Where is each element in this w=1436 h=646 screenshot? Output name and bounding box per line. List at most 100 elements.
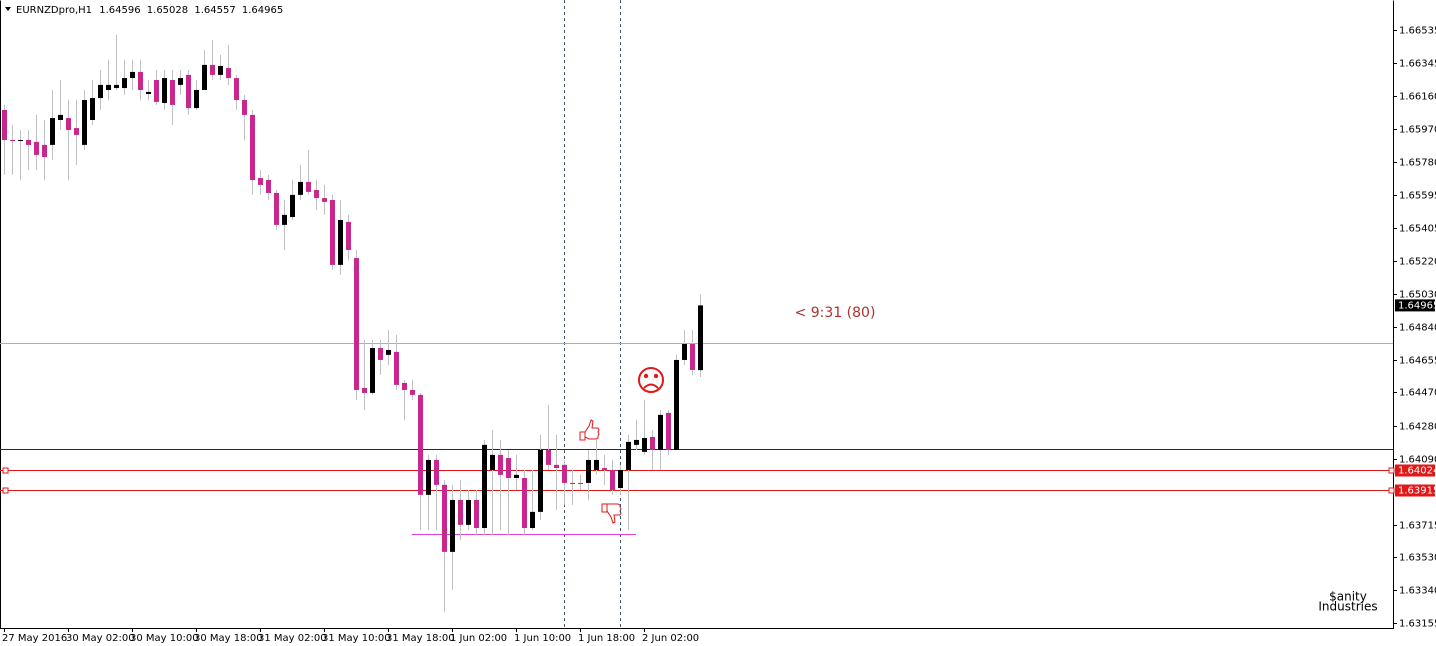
candle-body (466, 499, 471, 525)
y-tick-label: 1.64655 (1399, 356, 1436, 367)
candle-body (42, 144, 47, 157)
x-tick-label: 30 May 10:00 (130, 633, 199, 644)
y-tick-label: 1.64280 (1399, 422, 1436, 433)
candle-body (106, 84, 111, 90)
chart-header: EURNZDpro,H1 1.64596 1.65028 1.64557 1.6… (16, 5, 283, 16)
candle-body (634, 439, 639, 445)
candle-body (90, 98, 95, 120)
candle-body (74, 128, 79, 135)
y-tick-label: 1.64840 (1399, 323, 1436, 334)
candle-body (66, 118, 71, 130)
candle-body (362, 388, 367, 393)
candle-body (498, 454, 503, 475)
candle-body (178, 78, 183, 85)
timer-label: < 9:31 (80) (795, 305, 876, 321)
candle-body (546, 449, 551, 465)
candle-body (482, 444, 487, 529)
candle-body (370, 348, 375, 393)
watermark-line2: Industries (1318, 600, 1377, 614)
candle-body (322, 198, 327, 202)
y-tick-label: 1.64470 (1399, 388, 1436, 399)
x-tick-label: 1 Jun 18:00 (578, 633, 635, 644)
frown-icon (638, 367, 664, 393)
y-tick-label: 1.66345 (1399, 59, 1436, 70)
level-tag-label: 1.63915 (1398, 486, 1436, 497)
candle-body (170, 79, 175, 105)
x-tick-label: 31 May 02:00 (258, 633, 327, 644)
watermark-line1: $anity (1329, 590, 1367, 604)
level-anchor (1388, 467, 1395, 474)
y-tick-label: 1.65970 (1399, 125, 1436, 136)
candle-body (138, 71, 143, 90)
candle-body (306, 181, 311, 192)
candle-body (346, 221, 351, 250)
candle-body (298, 181, 303, 195)
candle-body (626, 441, 631, 470)
candle-body (2, 109, 7, 140)
y-tick-label: 1.65220 (1399, 257, 1436, 268)
candle-body (410, 389, 415, 395)
candle-body (130, 71, 135, 79)
level-anchor (1388, 487, 1395, 494)
candle-body (562, 464, 567, 483)
candle-body (242, 99, 247, 115)
header-arrow (5, 7, 11, 11)
candle-body (394, 351, 399, 385)
candle-body (26, 139, 31, 145)
candle-body (666, 412, 671, 450)
candle-body (274, 192, 279, 225)
level-tag (1395, 464, 1435, 477)
y-tick-label: 1.66160 (1399, 92, 1436, 103)
candle-body (18, 139, 23, 142)
candle-body (282, 214, 287, 225)
y-tick-label: 1.66535 (1399, 26, 1436, 37)
candle-body (98, 84, 103, 99)
header-open: 1.64596 (99, 5, 140, 16)
candle-body (426, 459, 431, 495)
candle-body (490, 454, 495, 470)
candle-body (266, 179, 271, 193)
header-close: 1.64965 (242, 5, 283, 16)
candle-body (202, 64, 207, 90)
candle-body (610, 469, 615, 490)
candle-body (474, 499, 479, 529)
y-tick-label: 1.63155 (1399, 619, 1436, 630)
candle-body (10, 139, 15, 142)
level-tag (1395, 484, 1435, 497)
candle-body (354, 258, 359, 390)
y-tick-label: 1.63715 (1399, 521, 1436, 532)
candle-body (194, 89, 199, 109)
candle-body (578, 482, 583, 484)
candle-body (698, 305, 703, 371)
candle-body (290, 194, 295, 217)
candle-body (218, 65, 223, 75)
candle-body (690, 343, 695, 370)
level-anchor (2, 487, 9, 494)
candle-body (586, 459, 591, 483)
candle-body (450, 499, 455, 552)
candle-body (530, 511, 535, 529)
candle-body (418, 394, 423, 495)
x-tick-label: 30 May 18:00 (194, 633, 263, 644)
plot-frame (0, 0, 1394, 629)
candle-body (506, 458, 511, 479)
y-tick-label: 1.63340 (1399, 586, 1436, 597)
candle-body (554, 464, 559, 469)
candle-body (386, 349, 391, 355)
thumbs-up-icon (579, 419, 600, 441)
candle-body (234, 78, 239, 100)
candle-body (650, 436, 655, 450)
candle-body (258, 178, 263, 185)
x-tick-label: 30 May 02:00 (66, 633, 135, 644)
candle-body (514, 474, 519, 479)
header-low: 1.64557 (194, 5, 235, 16)
current-price-tag (1395, 299, 1435, 312)
candle-body (338, 219, 343, 265)
candle-body (442, 484, 447, 552)
candle-body (458, 499, 463, 525)
candle-body (602, 468, 607, 470)
candle-body (538, 449, 543, 512)
candle-body (122, 78, 127, 89)
candle-body (330, 199, 335, 265)
